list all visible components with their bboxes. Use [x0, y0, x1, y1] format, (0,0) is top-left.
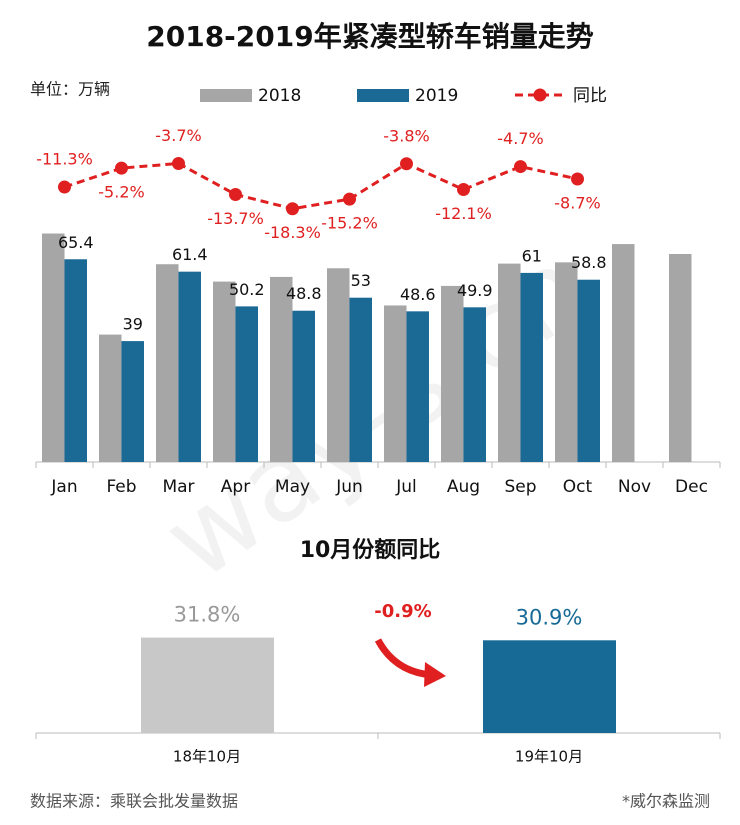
x-tick-label: Mar — [162, 477, 194, 497]
line-point — [286, 202, 299, 216]
data-label: -12.1% — [435, 204, 492, 223]
bar — [270, 276, 293, 462]
bar — [612, 244, 635, 462]
chart-title: 10月份额同比 — [300, 538, 441, 563]
data-label: -8.7% — [554, 193, 600, 212]
bar — [141, 637, 274, 733]
x-tick-label: Feb — [106, 477, 136, 497]
data-label: 48.8 — [286, 284, 322, 303]
arrow — [374, 638, 433, 679]
bar — [577, 279, 600, 462]
x-tick-label: Dec — [675, 477, 708, 497]
legend-label: 同比 — [573, 86, 607, 106]
bar — [178, 271, 201, 462]
line-point — [58, 180, 71, 194]
annotation: -0.9% — [374, 601, 431, 622]
bar — [555, 262, 578, 462]
x-tick-label: Jun — [335, 477, 363, 497]
line-point — [229, 187, 242, 201]
data-label: 50.2 — [229, 280, 265, 299]
x-tick-label: Nov — [618, 477, 651, 497]
line-point — [457, 183, 470, 197]
x-tick-label: Sep — [504, 477, 536, 497]
bar — [384, 305, 407, 462]
data-label: 48.6 — [400, 285, 436, 304]
x-tick-label: May — [275, 477, 310, 497]
data-label: 31.8% — [174, 603, 241, 627]
bar — [156, 264, 179, 462]
line-point — [400, 157, 413, 171]
bar — [292, 310, 315, 462]
chart-title: 2018-2019年紧凑型轿车销量走势 — [146, 20, 593, 53]
bar — [441, 285, 464, 462]
bar — [64, 259, 87, 462]
data-label: 30.9% — [516, 605, 583, 629]
data-label: 65.4 — [58, 233, 94, 252]
data-label: 49.9 — [457, 281, 493, 300]
data-label: 58.8 — [571, 253, 607, 272]
data-label: 53 — [351, 271, 371, 290]
bar — [99, 334, 122, 462]
bar — [349, 297, 372, 462]
data-label: -15.2% — [321, 214, 378, 233]
legend-label: 2019 — [415, 86, 458, 106]
data-label: -18.3% — [264, 223, 321, 242]
x-tick-label: 19年10月 — [515, 748, 583, 766]
arrow-head — [424, 662, 446, 687]
legend-swatch — [533, 88, 547, 102]
bar — [406, 311, 429, 462]
bar — [327, 268, 350, 462]
line-point — [514, 160, 527, 174]
bar — [483, 640, 616, 733]
data-label: -13.7% — [207, 209, 264, 228]
data-label: 39 — [123, 315, 143, 334]
x-tick-label: 18年10月 — [173, 748, 241, 766]
line — [64, 161, 578, 211]
note: *威尔森监测 — [622, 792, 710, 811]
data-label: -4.7% — [497, 129, 543, 148]
x-tick-label: Jan — [50, 477, 77, 497]
x-tick-label: Jul — [395, 477, 417, 497]
line-point — [343, 192, 356, 206]
bar — [235, 306, 258, 462]
x-tick-label: Oct — [563, 477, 593, 497]
x-tick-label: Apr — [221, 477, 250, 497]
data-label: 61 — [522, 246, 542, 265]
bar — [213, 281, 236, 462]
legend-swatch — [357, 89, 409, 102]
data-label: -5.2% — [98, 183, 144, 202]
bar — [463, 307, 486, 462]
data-label: -3.8% — [383, 126, 429, 145]
bar — [669, 253, 692, 462]
line-point — [172, 156, 185, 170]
source: 数据来源：乘联会批发量数据 — [30, 792, 238, 811]
unit-label: 单位：万辆 — [30, 80, 110, 99]
bar — [520, 272, 543, 462]
line-point — [115, 161, 128, 175]
line-point — [571, 172, 584, 186]
legend-swatch — [200, 89, 252, 102]
data-label: -11.3% — [36, 150, 93, 169]
x-tick-label: Aug — [447, 477, 480, 497]
bar — [121, 341, 144, 462]
data-label: -3.7% — [155, 126, 201, 145]
bar — [42, 233, 65, 462]
data-label: 61.4 — [172, 245, 208, 264]
bar — [498, 263, 521, 462]
legend-label: 2018 — [258, 86, 301, 106]
